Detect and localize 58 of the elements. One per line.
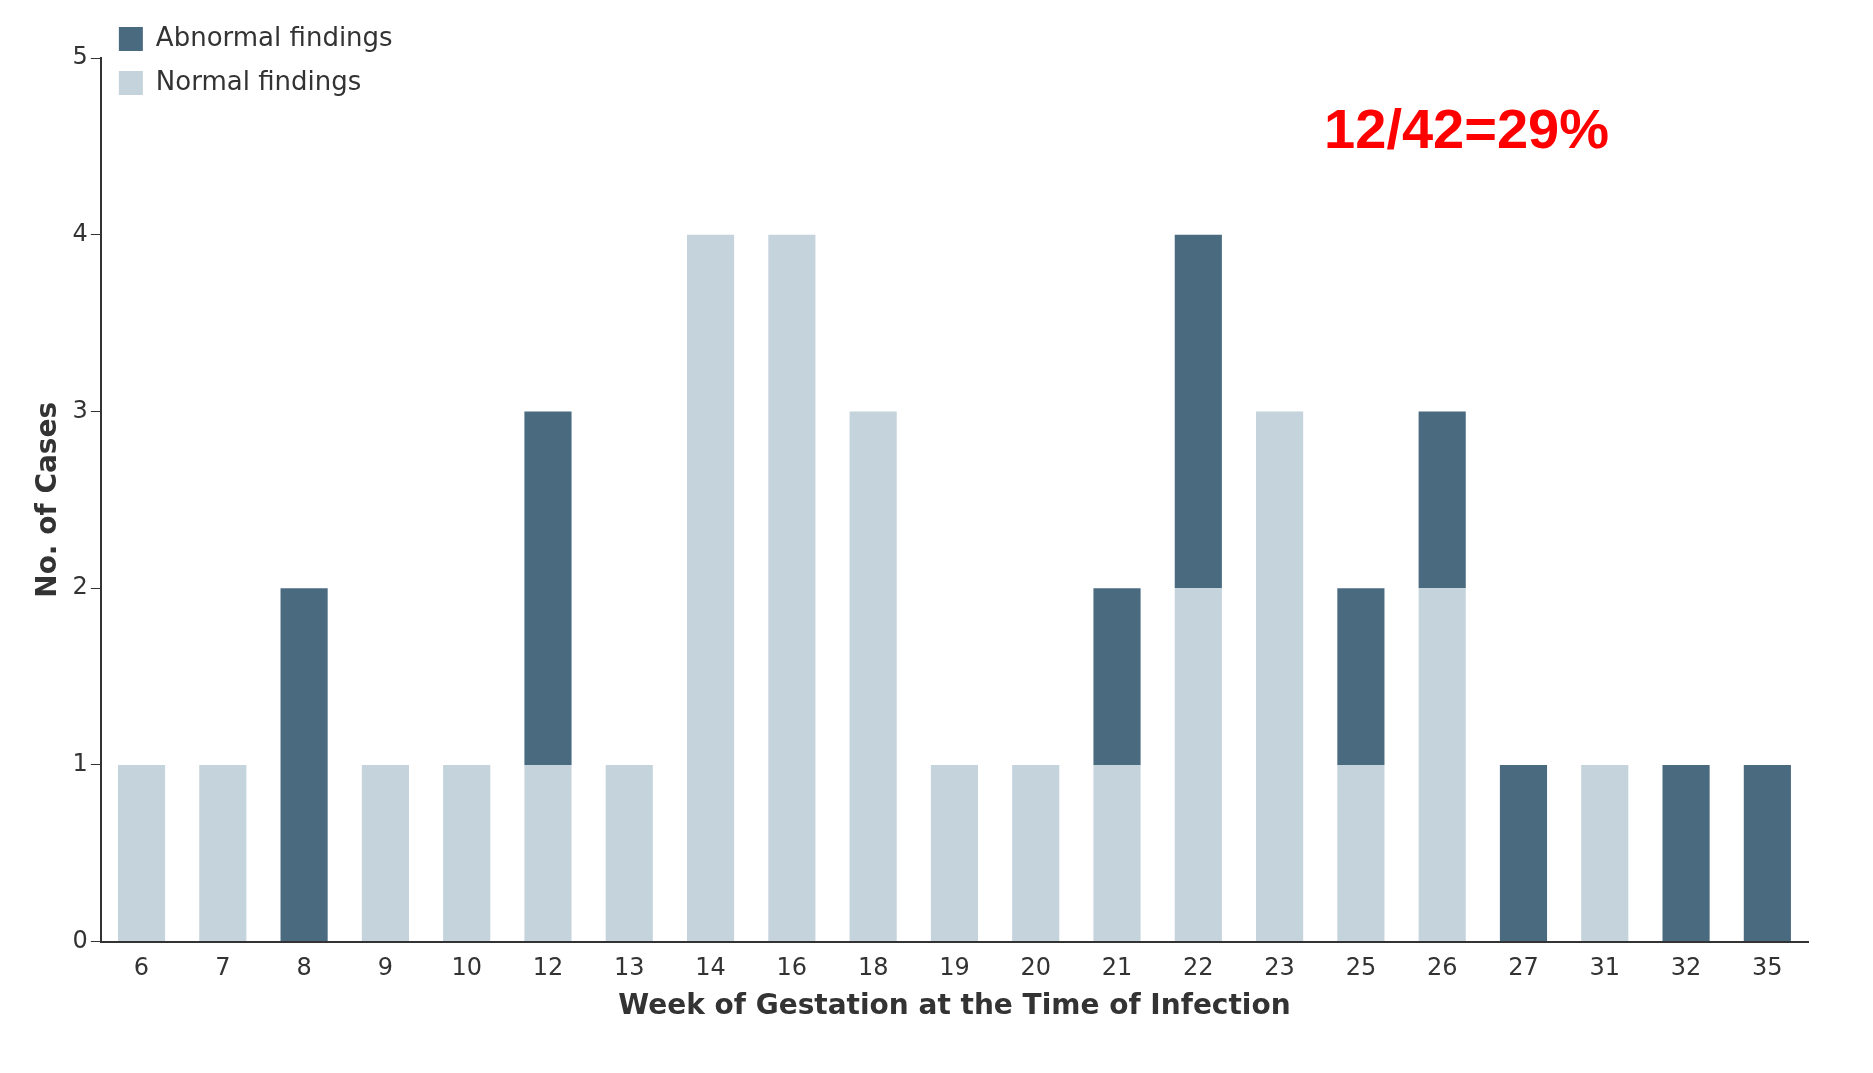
legend-label: Normal findings: [155, 65, 362, 96]
x-tick-label: 22: [1183, 953, 1214, 982]
bar: [1743, 764, 1791, 942]
y-tick-label: 3: [72, 395, 88, 424]
x-tick-label: 25: [1345, 953, 1377, 982]
bar: [605, 764, 653, 942]
bar: [1174, 234, 1222, 589]
annotation: 12/42=29%: [1324, 97, 1610, 161]
bar: [1337, 588, 1385, 765]
bar: [524, 764, 572, 942]
x-tick-label: 31: [1589, 953, 1621, 982]
y-tick-label: 1: [72, 749, 88, 778]
x-tick-label: 10: [451, 953, 482, 982]
bar: [443, 764, 491, 942]
bar: [117, 764, 166, 942]
x-tick-label: 23: [1264, 953, 1295, 982]
x-tick-label: 13: [613, 953, 645, 982]
x-tick-label: 26: [1426, 953, 1458, 982]
x-tick-label: 21: [1101, 953, 1133, 982]
bar: [1418, 588, 1466, 942]
legend-label: Abnormal findings: [155, 21, 393, 52]
bar: [1174, 588, 1222, 942]
bar: [768, 234, 816, 942]
y-tick-label: 2: [72, 572, 88, 601]
bar: [1256, 411, 1304, 942]
bar: [1581, 764, 1629, 942]
bar: [686, 234, 735, 942]
x-tick-label: 32: [1670, 953, 1702, 982]
y-tick-label: 4: [72, 218, 88, 247]
x-tick-label: 16: [776, 953, 808, 982]
y-tick-label: 5: [72, 42, 88, 71]
y-axis-title: No. of Cases: [30, 401, 64, 598]
x-tick-label: 14: [695, 953, 726, 982]
x-tick-label: 20: [1020, 953, 1051, 982]
x-axis-title: Week of Gestation at the Time of Infection: [618, 988, 1291, 1022]
x-tick-label: 6: [133, 953, 150, 982]
x-tick-label: 18: [857, 953, 889, 982]
bar: [1499, 764, 1548, 942]
bar: [1418, 411, 1466, 589]
x-tick-label: 9: [377, 953, 394, 982]
x-tick-label: 7: [215, 953, 231, 982]
y-tick-label: 0: [72, 925, 88, 954]
bar: [1337, 764, 1385, 942]
bar: [361, 764, 409, 942]
bar: [280, 588, 328, 942]
x-tick-label: 8: [296, 953, 312, 982]
x-tick-label: 19: [939, 953, 970, 982]
bar: [1093, 764, 1141, 942]
bar: [199, 764, 247, 942]
x-tick-label: 12: [532, 953, 564, 982]
bar: [1662, 764, 1710, 942]
bar: [1093, 588, 1141, 765]
bar: [849, 411, 897, 942]
bar: [524, 411, 572, 765]
bar: [930, 764, 979, 942]
bar: [1012, 764, 1060, 942]
x-tick-label: 27: [1508, 953, 1539, 982]
x-tick-label: 35: [1752, 953, 1783, 982]
